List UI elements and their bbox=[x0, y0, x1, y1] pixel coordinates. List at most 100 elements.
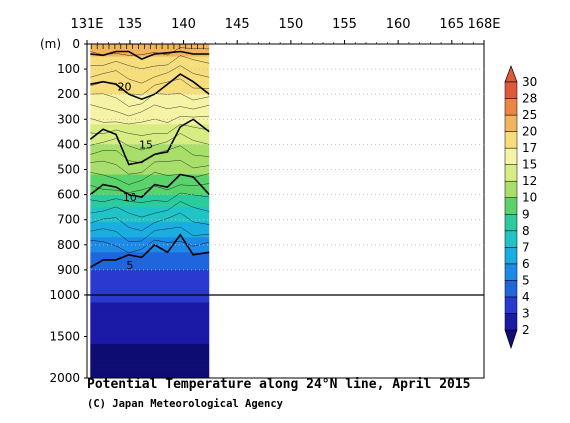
temperature-band bbox=[90, 319, 210, 322]
x-tick-label: 150 bbox=[278, 17, 303, 32]
temperature-band bbox=[90, 257, 210, 261]
colorbar-label: 20 bbox=[522, 125, 537, 139]
temperature-band bbox=[90, 111, 210, 115]
temperature-band bbox=[90, 146, 210, 150]
isotherm-25 bbox=[90, 50, 210, 60]
colorbar-top-arrow bbox=[504, 65, 518, 83]
temperature-band bbox=[90, 101, 210, 105]
temperature-band bbox=[90, 354, 210, 356]
temperature-band bbox=[90, 244, 210, 248]
isotherm-minor bbox=[90, 47, 210, 56]
temperature-band bbox=[90, 234, 210, 238]
temperature-band bbox=[90, 352, 210, 354]
temperature-band bbox=[90, 227, 210, 231]
temperature-band bbox=[90, 359, 210, 361]
temperature-band bbox=[90, 299, 210, 301]
temperature-band bbox=[90, 272, 210, 276]
colorbar-swatch bbox=[504, 214, 518, 232]
temperature-band bbox=[90, 282, 210, 286]
temperature-band bbox=[90, 46, 210, 50]
colorbar-label: 3 bbox=[522, 306, 530, 320]
colorbar-swatch bbox=[504, 114, 518, 132]
colorbar-swatch bbox=[504, 197, 518, 215]
temperature-band bbox=[90, 318, 210, 320]
temperature-band bbox=[90, 124, 210, 128]
colorbar-label: 15 bbox=[522, 158, 537, 172]
temperature-band bbox=[90, 254, 210, 258]
temperature-band bbox=[90, 314, 210, 316]
x-tick-label: 165 bbox=[439, 17, 464, 32]
temperature-band bbox=[90, 344, 210, 347]
colorbar-swatch bbox=[504, 98, 518, 116]
temperature-band bbox=[90, 179, 210, 183]
temperature-band bbox=[90, 358, 210, 361]
temperature-band bbox=[90, 345, 210, 347]
temperature-band bbox=[90, 368, 210, 371]
temperature-band bbox=[90, 338, 210, 340]
y-tick-label: 500 bbox=[57, 163, 80, 177]
isotherm-minor bbox=[90, 239, 210, 254]
temperature-band bbox=[90, 309, 210, 312]
isotherm-minor bbox=[90, 133, 210, 151]
temperature-band bbox=[90, 355, 210, 357]
temperature-band bbox=[90, 316, 210, 318]
temperature-band bbox=[90, 315, 210, 317]
temperature-band bbox=[90, 99, 210, 103]
temperature-band bbox=[90, 373, 210, 376]
colorbar-swatch bbox=[504, 280, 518, 298]
temperature-band bbox=[90, 219, 210, 223]
colorbar-label: 10 bbox=[522, 191, 537, 205]
plot-frame bbox=[86, 43, 485, 379]
temperature-band bbox=[90, 324, 210, 327]
temperature-band bbox=[90, 264, 210, 268]
temperature-band bbox=[90, 274, 210, 278]
temperature-band bbox=[90, 349, 210, 352]
temperature-band bbox=[90, 339, 210, 342]
temperature-band bbox=[90, 204, 210, 208]
temperature-band bbox=[90, 104, 210, 108]
temperature-band bbox=[90, 338, 210, 341]
temperature-band bbox=[90, 86, 210, 90]
temperature-band bbox=[90, 335, 210, 337]
temperature-band bbox=[90, 337, 210, 339]
temperature-band bbox=[90, 129, 210, 133]
temperature-band bbox=[90, 331, 210, 333]
temperature-band bbox=[90, 144, 210, 148]
temperature-band bbox=[90, 362, 210, 364]
temperature-band bbox=[90, 334, 210, 337]
y-tick-label: 200 bbox=[57, 87, 80, 101]
temperature-band bbox=[90, 348, 210, 350]
temperature-band bbox=[90, 284, 210, 288]
temperature-band bbox=[90, 350, 210, 352]
y-tick-label: 900 bbox=[57, 263, 80, 277]
colorbar-swatch bbox=[504, 180, 518, 198]
temperature-band bbox=[90, 116, 210, 120]
temperature-band bbox=[90, 194, 210, 198]
temperature-band bbox=[90, 304, 210, 306]
temperature-band bbox=[90, 166, 210, 170]
temperature-band bbox=[90, 330, 210, 332]
isotherm-minor bbox=[90, 201, 210, 218]
temperature-band bbox=[90, 224, 210, 228]
temperature-band bbox=[90, 292, 210, 296]
y-tick-label: 400 bbox=[57, 137, 80, 151]
temperature-band bbox=[90, 232, 210, 236]
temperature-band bbox=[90, 141, 210, 145]
x-tick-label: 135 bbox=[118, 17, 143, 32]
temperature-band bbox=[90, 367, 210, 369]
temperature-band bbox=[90, 96, 210, 100]
temperature-band bbox=[90, 126, 210, 130]
temperature-band bbox=[90, 159, 210, 163]
colorbar-label: 25 bbox=[522, 108, 537, 122]
temperature-band bbox=[90, 333, 210, 335]
temperature-band bbox=[90, 64, 210, 67]
colorbar-label: 9 bbox=[522, 207, 530, 221]
temperature-band bbox=[90, 89, 210, 93]
temperature-band bbox=[90, 76, 210, 80]
isotherm-minor bbox=[90, 145, 210, 164]
temperature-band bbox=[90, 322, 210, 324]
temperature-band bbox=[90, 371, 210, 373]
temperature-band bbox=[90, 343, 210, 346]
temperature-band bbox=[90, 169, 210, 173]
colorbar-swatch bbox=[504, 247, 518, 265]
